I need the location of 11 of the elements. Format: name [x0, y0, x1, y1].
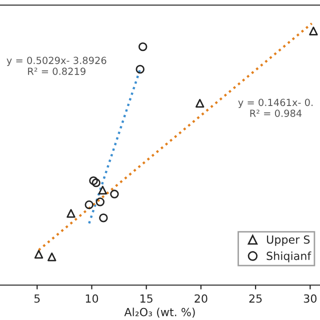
x-axis-title: Al₂O₃ (wt. %) — [124, 308, 195, 318]
annotation: y = 0.1461x- 0. R² = 0.984 — [238, 98, 313, 117]
x-tick-label: 25 — [249, 294, 262, 303]
legend-label: Shiqianf — [266, 251, 312, 262]
x-tick-label: 30 — [304, 294, 316, 303]
x-tick-label: 5 — [34, 294, 40, 303]
legend-label: Upper S — [266, 235, 310, 246]
x-tick-label: 15 — [140, 294, 152, 303]
x-tick-label: 20 — [194, 294, 208, 303]
x-tick-label: 10 — [86, 294, 98, 303]
annotation: y = 0.5029x- 3.8926 R² = 0.8219 — [6, 56, 106, 75]
